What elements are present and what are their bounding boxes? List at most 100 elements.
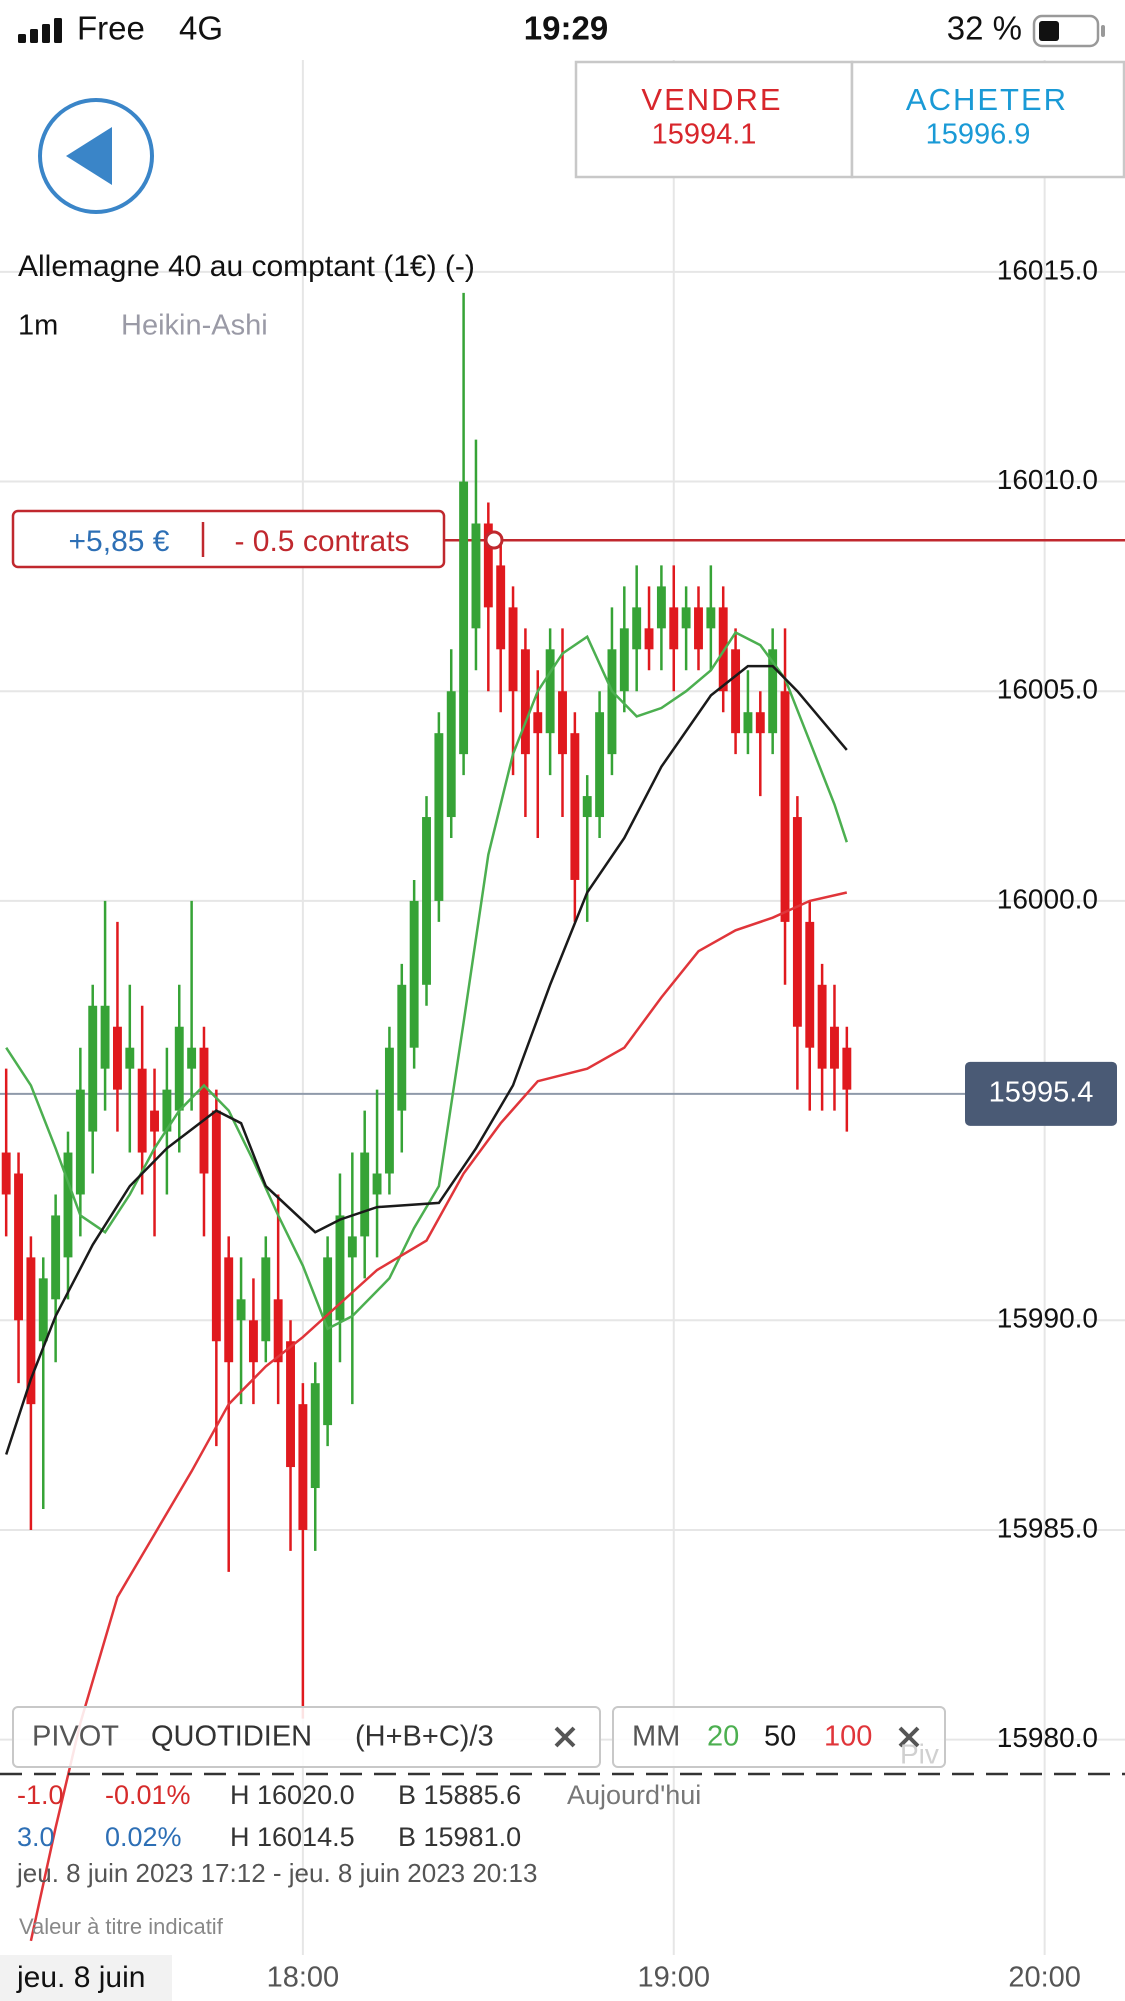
candle-body [273,1299,283,1363]
y-tick-label: 16000.0 [997,883,1098,914]
candle-body [520,649,530,755]
candle-body [533,712,543,734]
ma-legend-entry: 50 [764,1721,796,1753]
candle-body [174,1026,184,1111]
candle-body [384,1047,394,1174]
candle-body [471,523,481,629]
candle-body [310,1383,320,1489]
y-tick-label: 16005.0 [997,674,1098,705]
candle-body [558,691,567,755]
candle-body [63,1152,73,1258]
change: -1.0 [17,1780,64,1810]
candle-body [830,1026,839,1069]
interval[interactable]: 1m [18,310,58,342]
overlay: Free 4G 19:29 32 % VENDRE 15994.1 ACHETE… [0,10,1125,2001]
buy-button[interactable]: ACHETER 15996.9 [850,60,1125,179]
candle-body [743,712,753,734]
candle-body [644,628,654,650]
candle-body [112,1026,122,1090]
candle-body [434,733,444,901]
candle-body [248,1320,258,1363]
candle-body [261,1257,271,1342]
period: Aujourd'hui [567,1780,701,1810]
candle-body [88,1005,98,1132]
candle-body [199,1047,209,1174]
back-button[interactable] [38,98,154,214]
candle-body [409,900,419,1048]
candle-body [768,649,778,734]
candle-body [335,1215,345,1321]
candle-body [582,796,592,818]
candle-body [731,649,741,734]
y-tick-label: 16010.0 [997,464,1098,495]
last-price-badge [965,1061,1117,1126]
chart-style[interactable]: Heikin-Ashi [121,310,268,342]
candle-body [755,712,765,734]
candle-body [792,817,802,1027]
candle-body [1,1152,11,1195]
change-percent: -0.01% [105,1780,191,1810]
candle-body [137,1068,147,1153]
candle-body [706,607,716,629]
position-label[interactable]: +5,85 € - 0.5 contrats [11,509,446,569]
candle-body [187,1047,197,1069]
high: H 16020.0 [230,1780,355,1810]
candle-body [669,607,679,650]
candle-body [842,1047,852,1090]
buy-price: 15996.9 [926,119,1031,151]
candle-body [681,607,691,629]
candle-body [360,1152,370,1237]
candle-body [656,586,666,629]
candle-body [298,1404,308,1530]
candle-body [397,984,407,1111]
change: 3.0 [17,1822,55,1852]
candle-body [595,712,605,818]
date-badge [0,1955,172,2001]
x-date-label: jeu. 8 juin [16,1961,145,1994]
candle-body [545,649,555,734]
date-range: jeu. 8 juin 2023 17:12 - jeu. 8 juin 202… [16,1858,537,1888]
candle-body [372,1173,382,1195]
candle-body [805,921,815,1048]
sell-button[interactable]: VENDRE 15994.1 [574,60,854,179]
candle-body [26,1257,36,1405]
close-icon[interactable] [554,1726,576,1748]
candle-body [150,1110,159,1132]
high: H 16014.5 [230,1822,355,1852]
ma-legend[interactable]: MM 20 50 100 [612,1706,946,1768]
position-size: - 0.5 contrats [234,525,409,558]
x-tick-label: 20:00 [1008,1962,1081,1994]
ma-legend-entry: 20 [707,1721,739,1753]
candle-body [211,1110,221,1342]
candle-body [607,649,617,755]
buy-label: ACHETER [906,82,1068,117]
close-icon[interactable] [898,1726,920,1748]
pivot-type: QUOTIDIEN [151,1721,312,1753]
moving-average-line [5,664,848,1455]
candle-body [100,1005,110,1069]
candle-body [570,733,580,880]
signal-icon [18,18,62,43]
position-marker [484,530,504,550]
candle-body [459,481,469,755]
candle-body [75,1089,85,1195]
candle-body [422,817,431,985]
price-lines [0,539,1125,1095]
sell-label: VENDRE [641,82,782,117]
pivot-label: PIVOT [32,1721,119,1753]
carrier: Free [77,10,145,47]
low: B 15981.0 [398,1822,521,1852]
candle-body [496,565,506,650]
candle-body [236,1299,246,1321]
moving-averages [5,630,848,1942]
ma-legend-entry: 100 [824,1721,872,1753]
candle-body [446,691,456,818]
pivot-legend[interactable]: PIVOT QUOTIDIEN (H+B+C)/3 [12,1706,601,1768]
candle-body [323,1257,333,1426]
candle-body [619,628,629,692]
candle-body [508,607,518,692]
network: 4G [179,10,223,47]
